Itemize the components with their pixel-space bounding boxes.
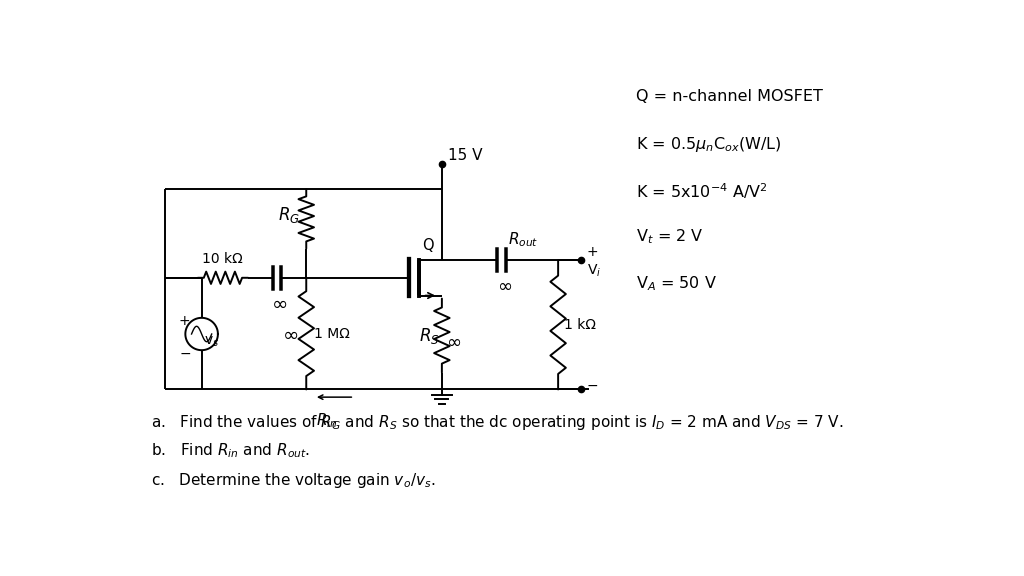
Text: −: − [180,347,191,361]
Text: 15 V: 15 V [449,148,482,163]
Text: v$_s$: v$_s$ [204,335,219,349]
Text: Q = n-channel MOSFET: Q = n-channel MOSFET [636,89,822,104]
Text: +: + [587,245,598,259]
Text: K = 5x10$^{-4}$ A/V$^2$: K = 5x10$^{-4}$ A/V$^2$ [636,181,767,201]
Text: ∞: ∞ [445,334,461,352]
Text: $R_G$: $R_G$ [278,205,300,225]
Text: $R_S$: $R_S$ [419,325,439,346]
Text: a.   Find the values of $R_G$ and $R_S$ so that the dc operating point is $I_D$ : a. Find the values of $R_G$ and $R_S$ so… [152,412,844,431]
Text: Q: Q [423,238,434,253]
Text: V$_A$ = 50 V: V$_A$ = 50 V [636,274,717,293]
Text: V$_i$: V$_i$ [587,263,601,279]
Text: +: + [178,314,190,328]
Text: −: − [587,378,598,393]
Text: 1 MΩ: 1 MΩ [314,327,350,340]
Text: K = 0.5$\mu_n$C$_{ox}$(W/L): K = 0.5$\mu_n$C$_{ox}$(W/L) [636,135,781,154]
Text: ∞: ∞ [497,278,512,296]
Text: V$_t$ = 2 V: V$_t$ = 2 V [636,228,703,247]
Text: 10 kΩ: 10 kΩ [202,252,243,266]
Text: $R_{out}$: $R_{out}$ [508,230,539,249]
Text: $R_{in}$: $R_{in}$ [315,411,337,430]
Text: 1 kΩ: 1 kΩ [564,318,596,332]
Text: ∞: ∞ [283,327,299,346]
Text: b.   Find $R_{in}$ and $R_{out}$.: b. Find $R_{in}$ and $R_{out}$. [152,442,310,460]
Text: ∞: ∞ [271,295,288,314]
Text: c.   Determine the voltage gain $v_o$/$v_s$.: c. Determine the voltage gain $v_o$/$v_s… [152,471,435,490]
